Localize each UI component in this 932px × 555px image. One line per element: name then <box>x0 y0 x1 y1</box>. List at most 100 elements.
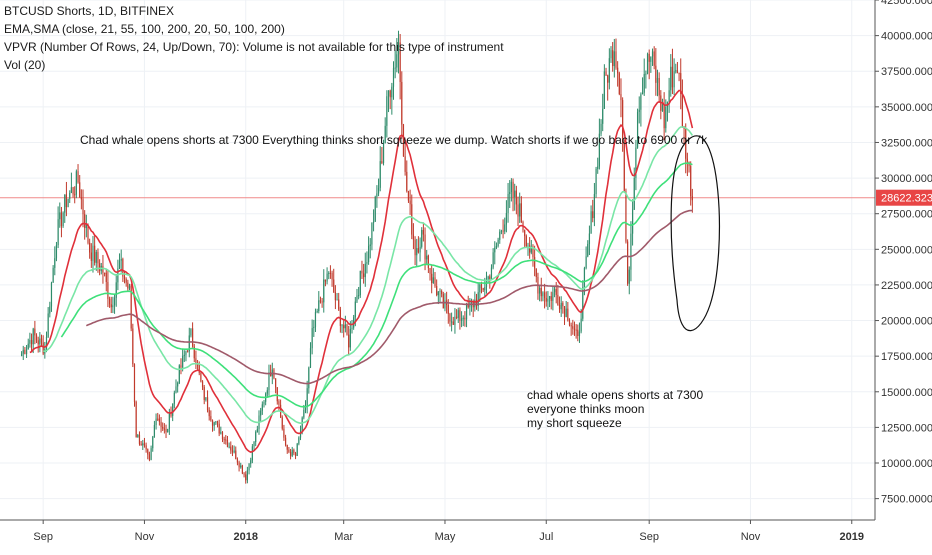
candle <box>467 303 469 308</box>
candle <box>163 428 165 430</box>
candle <box>40 338 43 343</box>
candle <box>449 313 451 322</box>
ma-line-55 <box>43 126 694 425</box>
candle <box>455 316 458 318</box>
candle <box>203 387 205 400</box>
symbol-title[interactable]: BTCUSD Shorts, 1D, BITFINEX <box>4 4 175 18</box>
candle <box>87 223 89 243</box>
candle <box>658 77 660 96</box>
candle <box>422 229 424 235</box>
price-badge <box>876 189 932 206</box>
y-tick-label: 10000.0000 <box>881 458 932 470</box>
annotation-block[interactable]: chad whale opens shorts at 7300 everyone… <box>527 388 703 430</box>
candle <box>323 279 325 303</box>
annotation-line-2: everyone thinks moon <box>527 402 645 416</box>
x-tick-label: Mar <box>334 531 353 543</box>
candle <box>331 272 333 280</box>
candle <box>587 243 589 257</box>
candle <box>482 287 484 291</box>
candle <box>324 279 327 282</box>
candle <box>253 442 255 447</box>
candle <box>529 245 531 253</box>
candle <box>539 288 541 294</box>
candle <box>304 407 307 410</box>
candle <box>118 260 121 269</box>
candle <box>459 310 461 321</box>
candle <box>441 291 443 295</box>
candle <box>57 219 59 246</box>
candle <box>233 450 235 453</box>
candle <box>175 386 177 393</box>
candle <box>142 443 144 446</box>
candle <box>553 289 556 293</box>
candle <box>47 313 49 338</box>
candle <box>685 128 687 159</box>
candle <box>168 413 170 429</box>
candle <box>494 247 496 253</box>
candle <box>648 53 650 62</box>
candle <box>651 51 654 57</box>
candle <box>309 348 312 368</box>
candle <box>507 194 509 214</box>
indicator-volume[interactable]: Vol (20) <box>4 58 46 72</box>
y-tick-label: 17500.0000 <box>881 351 932 363</box>
candle <box>578 331 581 336</box>
candle <box>230 446 232 451</box>
candle <box>421 229 423 247</box>
candle <box>631 209 634 234</box>
candle <box>535 268 537 278</box>
candle <box>221 432 224 440</box>
candle <box>519 203 521 217</box>
candle <box>90 252 92 261</box>
candle <box>266 390 268 394</box>
candle <box>303 409 305 418</box>
candle <box>650 56 652 62</box>
candle <box>635 147 637 178</box>
candle <box>627 241 629 284</box>
candle <box>157 418 159 420</box>
y-tick-label: 32500.0000 <box>881 137 932 149</box>
candle <box>509 192 511 195</box>
candle <box>636 111 639 148</box>
candle <box>354 301 356 318</box>
candle <box>89 242 91 253</box>
candle <box>148 454 151 460</box>
candle <box>641 92 644 95</box>
indicator-ema-sma[interactable]: EMA,SMA (close, 21, 55, 100, 200, 20, 50… <box>4 22 285 36</box>
annotation-drawings[interactable] <box>670 135 720 332</box>
candle <box>525 236 527 247</box>
candle <box>484 287 486 291</box>
indicator-vpvr[interactable]: VPVR (Number Of Rows, 24, Up/Down, 70): … <box>4 40 504 54</box>
candle <box>465 303 468 320</box>
candle <box>517 204 519 217</box>
candle <box>492 252 494 268</box>
candle <box>565 308 567 317</box>
candle <box>392 68 395 87</box>
candle <box>409 200 411 205</box>
ma-line-100 <box>60 162 693 408</box>
y-axis-panel <box>875 0 932 550</box>
candle <box>376 193 378 197</box>
candle <box>55 245 58 259</box>
candle <box>530 246 532 253</box>
candle <box>404 156 406 172</box>
x-tick-label: Jul <box>539 531 553 543</box>
candle <box>431 273 433 284</box>
candle <box>379 161 381 188</box>
candle <box>623 142 625 192</box>
candle <box>416 248 418 256</box>
candle <box>505 213 508 225</box>
candle <box>358 295 360 297</box>
candle <box>29 340 31 344</box>
annotation-main[interactable]: Chad whale opens shorts at 7300 Everythi… <box>80 133 708 147</box>
candle <box>160 421 162 427</box>
x-axis-panel <box>0 520 932 550</box>
candle <box>94 245 96 263</box>
candle <box>245 474 247 481</box>
candle <box>613 51 615 67</box>
candle <box>520 203 522 223</box>
candle <box>74 194 76 196</box>
